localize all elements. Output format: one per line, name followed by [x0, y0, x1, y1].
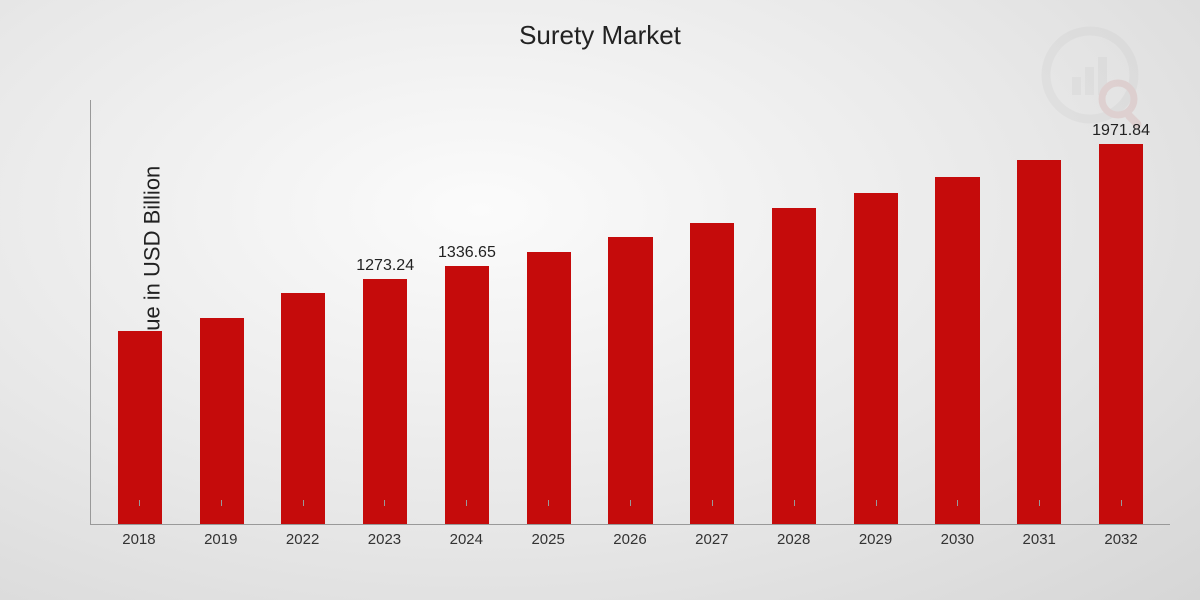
x-tick: 2019: [180, 525, 262, 550]
x-tick-mark: [712, 500, 713, 506]
bar: [1099, 144, 1143, 524]
x-tick-label: 2032: [1080, 525, 1162, 548]
x-tick-label: 2027: [671, 525, 753, 548]
bar: [608, 237, 652, 524]
x-tick: 2029: [835, 525, 917, 550]
x-tick-label: 2028: [753, 525, 835, 548]
bar: [772, 208, 816, 524]
x-tick-mark: [957, 500, 958, 506]
x-tick: 2027: [671, 525, 753, 550]
bar-value-label: 1336.65: [438, 244, 496, 262]
x-tick: 2031: [998, 525, 1080, 550]
chart-area: 1273.241336.651971.84 201820192022202320…: [90, 100, 1170, 550]
x-tick: 2025: [507, 525, 589, 550]
bar-slot: [590, 100, 672, 524]
bar-slot: [917, 100, 999, 524]
bar-slot: 1273.24: [344, 100, 426, 524]
bar-slot: [263, 100, 345, 524]
x-tick-label: 2026: [589, 525, 671, 548]
x-tick-mark: [384, 500, 385, 506]
x-tick: 2028: [753, 525, 835, 550]
x-tick-mark: [303, 500, 304, 506]
x-tick: 2023: [344, 525, 426, 550]
bar: [363, 279, 407, 524]
x-tick-mark: [466, 500, 467, 506]
plot-region: 1273.24 1336.65 1971.84: [90, 100, 1170, 525]
x-tick-mark: [221, 500, 222, 506]
x-tick-label: 2025: [507, 525, 589, 548]
bar-slot: [753, 100, 835, 524]
x-tick-mark: [876, 500, 877, 506]
x-tick: 2030: [916, 525, 998, 550]
bar: [935, 177, 979, 524]
bar: [200, 318, 244, 524]
bar-slot: [508, 100, 590, 524]
x-tick-mark: [630, 500, 631, 506]
bar: [445, 266, 489, 524]
bar-slot: [99, 100, 181, 524]
bar-value-label: 1273.24: [356, 257, 414, 275]
bar: [854, 193, 898, 524]
x-tick-label: 2018: [98, 525, 180, 548]
bar: [118, 331, 162, 524]
bar: [527, 252, 571, 524]
x-tick: 2032: [1080, 525, 1162, 550]
x-tick-label: 2029: [835, 525, 917, 548]
x-tick-label: 2030: [916, 525, 998, 548]
x-tick-label: 2024: [425, 525, 507, 548]
chart-title: Surety Market: [0, 20, 1200, 51]
bar-slot: [835, 100, 917, 524]
x-axis-ticks: 2018201920222023202420252026202720282029…: [90, 525, 1170, 550]
bar: [281, 293, 325, 524]
bar: [690, 223, 734, 524]
bar-slot: [671, 100, 753, 524]
x-tick-mark: [548, 500, 549, 506]
bar-value-label: 1971.84: [1092, 122, 1150, 140]
x-tick-mark: [1121, 500, 1122, 506]
x-tick-mark: [139, 500, 140, 506]
x-tick-label: 2023: [344, 525, 426, 548]
bar-slot: 1971.84: [1080, 100, 1162, 524]
x-tick-mark: [1039, 500, 1040, 506]
x-tick: 2026: [589, 525, 671, 550]
x-tick: 2018: [98, 525, 180, 550]
bar-slot: [181, 100, 263, 524]
bar-slot: [998, 100, 1080, 524]
x-tick: 2022: [262, 525, 344, 550]
bar-slot: 1336.65: [426, 100, 508, 524]
x-tick-label: 2022: [262, 525, 344, 548]
bar: [1017, 160, 1061, 524]
x-tick-label: 2019: [180, 525, 262, 548]
bars-container: 1273.24 1336.65 1971.84: [91, 100, 1170, 524]
x-tick: 2024: [425, 525, 507, 550]
x-tick-mark: [794, 500, 795, 506]
x-tick-label: 2031: [998, 525, 1080, 548]
